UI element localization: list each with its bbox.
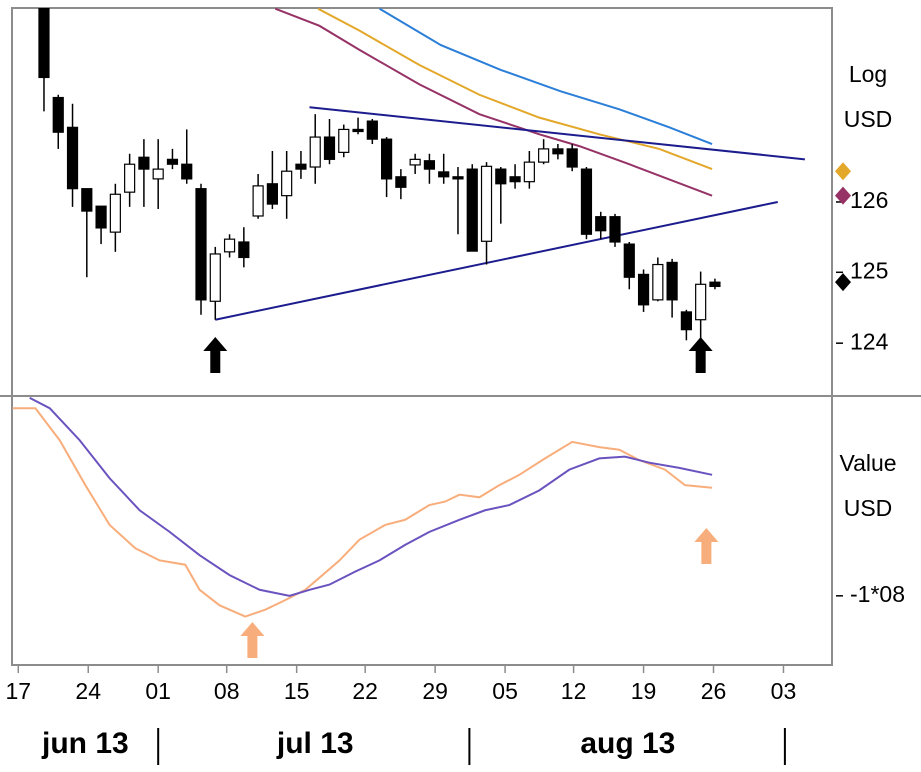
candle-body	[395, 176, 407, 188]
candle-body	[580, 168, 593, 235]
signal-arrow	[240, 622, 265, 658]
trendline	[309, 106, 805, 161]
candle-body	[352, 128, 364, 133]
candle-body	[281, 170, 293, 197]
x-tick-label: 01	[145, 678, 171, 704]
candle-body	[38, 8, 50, 79]
x-tick-label: 29	[422, 678, 448, 704]
candle-body	[609, 216, 621, 243]
candle-body	[709, 281, 721, 288]
signal-arrow	[694, 528, 719, 564]
candle-body	[480, 165, 493, 242]
month-label: jun 13	[41, 727, 129, 760]
candle-body	[652, 263, 664, 301]
trendline	[215, 200, 778, 321]
y-axis-label: Log	[849, 61, 887, 87]
last-value-marker	[835, 162, 851, 181]
candle-body	[266, 183, 278, 205]
x-tick-label: 03	[771, 678, 797, 704]
candle-body	[295, 163, 307, 170]
candle-body	[223, 238, 236, 253]
last-value-marker	[835, 273, 851, 292]
candle-body	[309, 136, 321, 168]
candle-body	[124, 163, 136, 193]
candle-body	[695, 283, 707, 321]
candle-body	[438, 171, 450, 178]
x-tick-label: 08	[214, 678, 240, 704]
candle-body	[423, 160, 436, 170]
y-axis-label: Value	[839, 450, 896, 476]
x-tick-label: 15	[284, 678, 310, 704]
candle-body	[666, 261, 678, 301]
candle-body	[238, 241, 250, 259]
moving-average	[317, 8, 713, 171]
candle-body	[552, 148, 564, 155]
candle-body	[66, 126, 79, 190]
candle-body	[138, 156, 150, 170]
signal-arrow	[203, 337, 228, 373]
x-tick-label: 26	[701, 678, 727, 704]
indicator-panel	[12, 397, 713, 618]
y-tick-label: 125	[850, 257, 888, 283]
y-tick-label: -1*08	[850, 581, 905, 607]
candle-body	[680, 311, 692, 331]
plot-frame	[11, 7, 833, 666]
candle-body	[81, 188, 93, 212]
candle-body	[166, 158, 179, 165]
candle-body	[623, 243, 635, 278]
x-tick-label: 12	[561, 678, 587, 704]
x-tick-label: 17	[5, 678, 31, 704]
candle-body	[209, 253, 221, 302]
price-panel	[38, 8, 805, 343]
candle-body	[380, 138, 393, 180]
candle-body	[409, 158, 421, 166]
candle-body	[523, 161, 535, 183]
x-tick-label: 05	[492, 678, 518, 704]
x-tick-label: 22	[352, 678, 378, 704]
month-label: jul 13	[276, 727, 354, 760]
candle-body	[566, 148, 578, 168]
candle-body	[595, 216, 607, 232]
x-tick-label: 24	[75, 678, 101, 704]
candle-body	[195, 188, 207, 301]
candle-body	[109, 193, 121, 233]
candle-body	[52, 96, 64, 133]
candle-body	[252, 185, 264, 217]
candle-body	[538, 148, 550, 163]
y-axis-label: USD	[844, 495, 893, 521]
indicator-line	[12, 407, 713, 618]
axes: Log USD 124 125 126 Value USD -1*08 17 24 01 08 15 22…	[5, 61, 905, 765]
x-tick-label: 19	[631, 678, 657, 704]
moving-average	[378, 8, 713, 145]
candle-body	[366, 120, 378, 140]
month-label: aug 13	[580, 727, 675, 760]
candle-body	[338, 128, 350, 153]
candle-body	[495, 168, 507, 185]
candle-body	[466, 168, 478, 252]
y-axis-label: USD	[844, 106, 893, 132]
candle-body	[181, 163, 193, 180]
indicator-line	[29, 397, 713, 597]
candle-body	[95, 205, 107, 229]
candle-body	[637, 273, 650, 306]
y-tick-label: 126	[850, 187, 888, 213]
moving-average	[274, 8, 713, 197]
candle-body	[152, 168, 164, 180]
candle-body	[323, 136, 336, 160]
signal-arrow	[688, 337, 713, 373]
last-value-marker	[835, 186, 851, 205]
candle-body	[452, 176, 464, 180]
y-tick-label: 124	[850, 328, 889, 354]
candle-body	[509, 176, 521, 183]
